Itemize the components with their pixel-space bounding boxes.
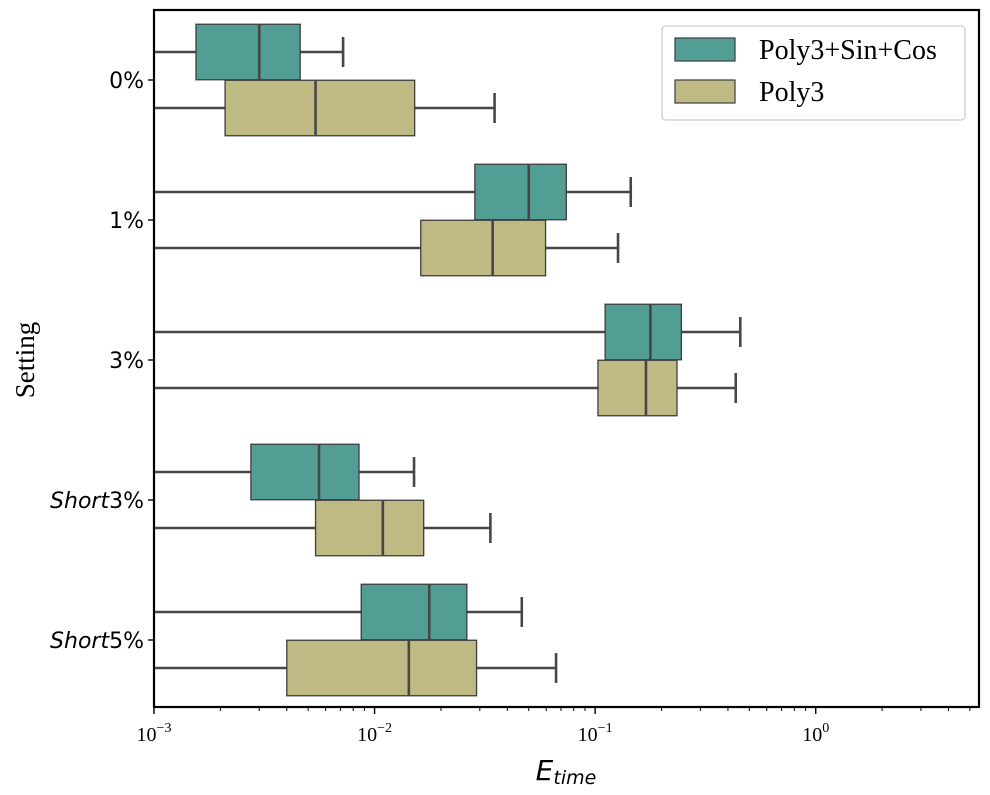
iqr-box xyxy=(314,499,425,557)
box-Poly3+Sin+Cos-Short3% xyxy=(154,443,416,501)
y-axis-label: Setting xyxy=(10,322,40,399)
box-Poly3-1% xyxy=(154,219,620,277)
box-Poly3+Sin+Cos-0% xyxy=(154,23,345,81)
category-label: 0% xyxy=(109,69,144,94)
boxes-layer xyxy=(154,23,742,697)
box-Poly3+Sin+Cos-Short5% xyxy=(154,583,524,641)
x-tick-label: 10−2 xyxy=(357,721,392,746)
category-label: 3% xyxy=(109,349,144,374)
iqr-box xyxy=(224,79,416,137)
iqr-box xyxy=(360,583,468,641)
iqr-box xyxy=(286,639,478,697)
x-axis-label: Etime xyxy=(536,754,597,789)
iqr-box xyxy=(604,303,683,361)
box-Poly3-0% xyxy=(154,79,496,137)
box-Poly3+Sin+Cos-1% xyxy=(154,163,633,221)
x-tick-label: 100 xyxy=(802,721,829,746)
x-tick-label: 10−3 xyxy=(137,721,172,746)
category-label: Short5% xyxy=(50,629,144,654)
category-label: Short3% xyxy=(50,489,144,514)
legend: Poly3+Sin+Cos Poly3 xyxy=(661,25,966,121)
iqr-box xyxy=(597,359,678,417)
legend-frame xyxy=(661,25,966,121)
legend-label: Poly3 xyxy=(759,77,824,108)
iqr-box xyxy=(420,219,547,277)
iqr-box xyxy=(474,163,567,221)
box-Poly3-Short5% xyxy=(154,639,558,697)
axis-layer: 0% 1% 3% Short3% Short5% 10−3 10−2 10−1 100 xyxy=(50,69,971,746)
category-label: 1% xyxy=(109,209,144,234)
box-Poly3-Short3% xyxy=(154,499,492,557)
plot-frame xyxy=(152,8,981,709)
iqr-box xyxy=(195,23,301,81)
iqr-box xyxy=(250,443,360,501)
box-Poly3-3% xyxy=(154,359,738,417)
legend-swatch xyxy=(674,37,736,62)
x-tick-label: 10−1 xyxy=(578,721,613,746)
legend-swatch xyxy=(674,79,736,104)
legend-label: Poly3+Sin+Cos xyxy=(759,35,937,66)
